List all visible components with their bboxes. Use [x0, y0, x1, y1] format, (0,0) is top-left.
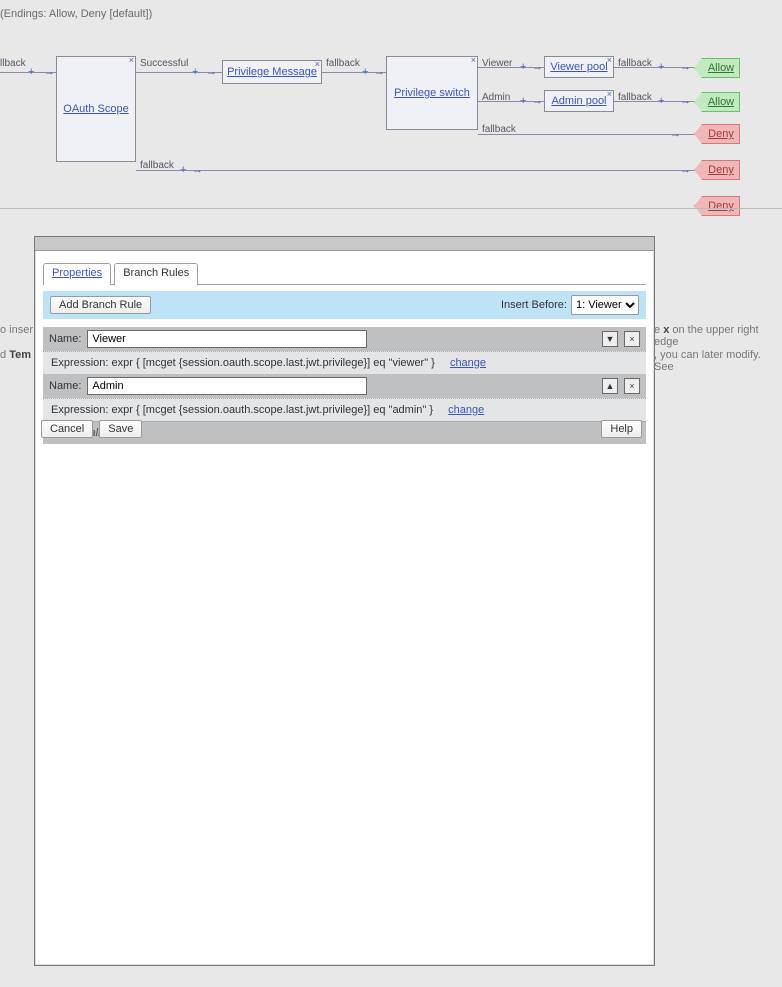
close-icon[interactable]: × [607, 89, 612, 99]
change-link[interactable]: change [450, 357, 486, 369]
help-button[interactable]: Help [601, 420, 642, 438]
rule-name-input[interactable] [87, 377, 367, 395]
bg-text: o inser [0, 324, 33, 336]
ending-allow[interactable]: Allow [694, 92, 740, 112]
ending-deny[interactable]: Deny [694, 124, 740, 144]
node-label: Viewer pool [550, 61, 607, 73]
edge-label: fallback [326, 58, 360, 69]
branch-rules-dialog: Properties Branch Rules Add Branch Rule … [34, 236, 655, 966]
name-label: Name: [49, 380, 81, 392]
save-button[interactable]: Save [99, 420, 142, 438]
dialog-titlebar[interactable] [35, 237, 654, 251]
toolbar: Add Branch Rule Insert Before: 1: Viewer [43, 291, 646, 319]
rule-row: Name: ▲ × [43, 374, 646, 398]
expr-label: Expression: [51, 357, 108, 369]
change-link[interactable]: change [448, 404, 484, 416]
node-privilege-switch[interactable]: × Privilege switch [386, 56, 478, 130]
delete-icon[interactable]: × [624, 378, 640, 394]
bg-text: e x on the upper right edge [654, 324, 782, 348]
tab-label: Properties [52, 267, 102, 279]
separator [0, 208, 782, 209]
tab-branch-rules[interactable]: Branch Rules [114, 263, 198, 285]
bg-text: , you can later modify. See [654, 349, 782, 373]
ending-label: Deny [708, 128, 734, 140]
ending-deny[interactable]: Deny [694, 160, 740, 180]
close-icon[interactable]: × [607, 55, 612, 65]
ending-allow[interactable]: Allow [694, 58, 740, 78]
tab-properties[interactable]: Properties [43, 263, 111, 285]
node-label: Privilege Message [227, 66, 317, 78]
expr-label: Expression: [51, 404, 108, 416]
bg-text: d Tem [0, 349, 31, 361]
page: (Endings: Allow, Deny [default]) × OAuth… [0, 0, 782, 987]
rule-expression: Expression: expr { [mcget {session.oauth… [43, 398, 646, 421]
expr-value: expr { [mcget {session.oauth.scope.last.… [112, 404, 434, 416]
node-label: Admin pool [551, 95, 606, 107]
tabs: Properties Branch Rules [43, 263, 646, 285]
ending-label: Allow [708, 62, 734, 74]
close-icon[interactable]: × [471, 55, 476, 65]
edge-label: Successful [140, 58, 188, 69]
ending-label: Deny [708, 200, 734, 212]
node-label: Privilege switch [394, 87, 470, 99]
insert-before-select[interactable]: 1: Viewer [571, 295, 639, 315]
insert-before-label: Insert Before: [501, 299, 567, 311]
tab-label: Branch Rules [123, 267, 189, 279]
close-icon[interactable]: × [315, 59, 320, 69]
add-branch-rule-button[interactable]: Add Branch Rule [50, 296, 151, 314]
name-label: Name: [49, 333, 81, 345]
dialog-footer: Cancel Save Help [41, 420, 648, 438]
move-down-icon[interactable]: ▼ [602, 331, 618, 347]
move-up-icon[interactable]: ▲ [602, 378, 618, 394]
delete-icon[interactable]: × [624, 331, 640, 347]
node-privilege-message[interactable]: × Privilege Message [222, 60, 322, 84]
flow-canvas: × OAuth Scope × Privilege Message × Priv… [0, 36, 782, 236]
node-oauth-scope[interactable]: × OAuth Scope [56, 56, 136, 162]
node-viewer-pool[interactable]: × Viewer pool [544, 56, 614, 78]
expr-value: expr { [mcget {session.oauth.scope.last.… [112, 357, 435, 369]
close-icon[interactable]: × [129, 55, 134, 65]
ending-label: Allow [708, 96, 734, 108]
node-admin-pool[interactable]: × Admin pool [544, 90, 614, 112]
node-label: OAuth Scope [63, 103, 128, 115]
rule-name-input[interactable] [87, 330, 367, 348]
endings-header: (Endings: Allow, Deny [default]) [0, 8, 152, 20]
ending-deny[interactable]: Deny [694, 196, 740, 216]
edge-label: llback [0, 58, 26, 69]
rule-row: Name: ▼ × [43, 327, 646, 351]
cancel-button[interactable]: Cancel [41, 420, 93, 438]
ending-label: Deny [708, 164, 734, 176]
rule-expression: Expression: expr { [mcget {session.oauth… [43, 351, 646, 374]
